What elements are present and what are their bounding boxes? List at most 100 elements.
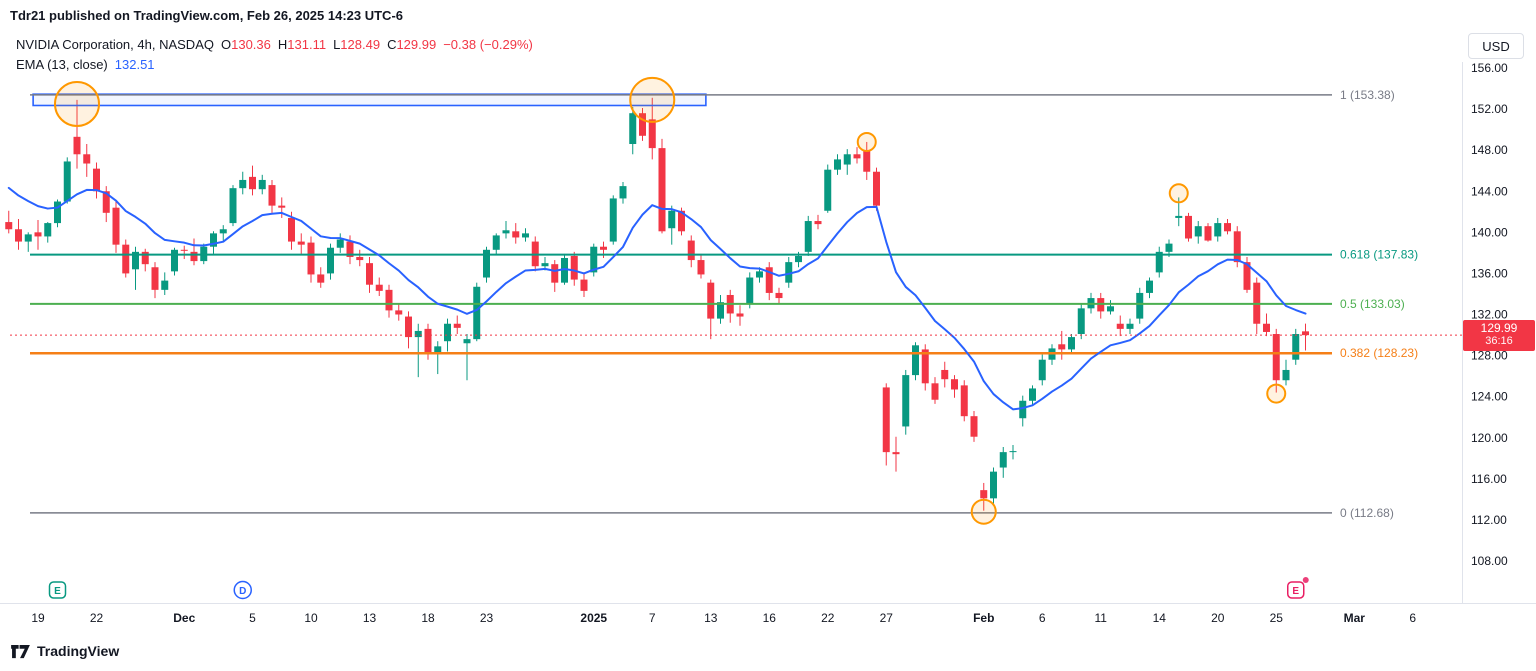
highlight-circle[interactable] — [54, 80, 100, 127]
candle-body — [473, 286, 481, 340]
brand-name[interactable]: TradingView — [37, 643, 120, 659]
candle-body — [1058, 344, 1066, 350]
time-axis-label[interactable]: 7 — [649, 611, 656, 625]
event-badge-label: D — [239, 586, 246, 597]
price-axis-label[interactable]: 108.00 — [1471, 554, 1508, 568]
candle-body — [268, 185, 276, 206]
time-axis-label[interactable]: 22 — [821, 611, 835, 625]
time-axis-label[interactable]: 5 — [249, 611, 256, 625]
event-badge-label: E — [1292, 586, 1299, 597]
dividend-badge[interactable] — [233, 580, 252, 600]
highlight-circle[interactable] — [856, 131, 877, 152]
price-range-drawing[interactable] — [32, 93, 707, 107]
symbol-title[interactable]: NVIDIA Corporation, 4h, NASDAQ — [16, 37, 214, 52]
time-axis-label[interactable]: 20 — [1211, 611, 1225, 625]
highlight-circle[interactable] — [1266, 383, 1287, 404]
candle-body — [141, 251, 149, 265]
low-label: L — [333, 37, 341, 52]
price-axis-label[interactable]: 144.00 — [1471, 184, 1508, 198]
candle-body — [570, 255, 578, 280]
time-axis-label[interactable]: Feb — [973, 611, 994, 625]
time-axis-label[interactable]: 11 — [1095, 611, 1108, 625]
time-axis-label[interactable]: 14 — [1153, 611, 1167, 625]
price-axis-label[interactable]: 128.00 — [1471, 349, 1508, 363]
candle-body — [824, 169, 832, 211]
time-axis-label[interactable]: 23 — [480, 611, 494, 625]
event-badge-label: E — [54, 586, 61, 597]
price-axis-label[interactable]: 136.00 — [1471, 266, 1508, 280]
open-label: O — [220, 37, 232, 52]
candle-body — [717, 302, 724, 319]
time-axis-label[interactable]: 6 — [1409, 611, 1416, 625]
time-axis-label[interactable]: 16 — [763, 611, 777, 625]
candle-body — [795, 255, 802, 263]
candle-body — [73, 136, 81, 155]
highlight-circle[interactable] — [1168, 183, 1189, 204]
candle-body — [492, 235, 500, 250]
time-axis-label[interactable]: 25 — [1270, 611, 1284, 625]
time-axis-label[interactable]: 6 — [1039, 611, 1046, 625]
candle-body — [980, 490, 988, 499]
candle-body — [278, 205, 286, 208]
time-axis-label[interactable]: 13 — [704, 611, 718, 625]
candle-body — [83, 154, 91, 164]
tradingview-logo[interactable] — [10, 644, 31, 659]
earnings-badge[interactable] — [48, 581, 67, 599]
highlight-circle[interactable] — [629, 76, 676, 123]
candle-body — [990, 471, 997, 499]
price-axis-label[interactable]: 140.00 — [1471, 225, 1508, 239]
time-axis-label[interactable]: 2025 — [580, 611, 607, 625]
price-axis-label[interactable]: 120.00 — [1471, 431, 1508, 445]
candle-body — [336, 239, 344, 248]
candle-body — [414, 330, 422, 338]
time-axis-label[interactable]: Dec — [173, 611, 195, 625]
candle-body — [970, 416, 978, 437]
price-axis-label[interactable]: 152.00 — [1471, 102, 1508, 116]
time-axis-label[interactable]: 10 — [304, 611, 318, 625]
candle-body — [1038, 359, 1046, 381]
price-axis-label[interactable]: 124.00 — [1471, 390, 1508, 404]
candle-body — [746, 277, 754, 304]
price-axis-label[interactable]: 156.00 — [1471, 61, 1508, 75]
indicator-name[interactable]: EMA (13, close) — [16, 57, 108, 72]
candle-body — [24, 234, 32, 242]
symbol-legend: NVIDIA Corporation, 4h, NASDAQ O130.36 H13… — [16, 35, 533, 55]
time-axis-label[interactable]: 19 — [31, 611, 45, 625]
price-axis-label[interactable]: 116.00 — [1471, 472, 1507, 486]
candle-body — [34, 232, 42, 237]
candle-body — [1019, 400, 1027, 419]
price-axis-label[interactable]: 148.00 — [1471, 143, 1508, 157]
candle-body — [375, 284, 383, 291]
candle-body — [190, 251, 198, 262]
candle-body — [44, 223, 52, 237]
candle-body — [658, 148, 666, 232]
highlight-circle[interactable] — [970, 498, 997, 525]
fib-level-label: 0 (112.68) — [1340, 506, 1394, 520]
time-axis-label[interactable]: Mar — [1344, 611, 1366, 625]
candle-body — [219, 229, 227, 234]
time-axis-label[interactable]: 13 — [363, 611, 377, 625]
price-axis-label[interactable]: 132.00 — [1471, 308, 1508, 322]
candle-body — [180, 249, 188, 251]
candle-body — [258, 179, 266, 190]
time-axis-label[interactable]: 27 — [880, 611, 894, 625]
candle-body — [366, 263, 373, 285]
time-axis-label[interactable]: 18 — [421, 611, 435, 625]
candle-body — [1263, 323, 1270, 332]
candle-body — [804, 221, 812, 252]
candle-body — [785, 262, 793, 283]
indicator-value: 132.51 — [114, 57, 155, 72]
publish-attribution: Tdr21 published on TradingView.com, Feb … — [10, 8, 404, 23]
change-value: −0.38 (−0.29%) — [443, 37, 533, 52]
candle-body — [941, 369, 949, 380]
candle-body — [668, 210, 676, 229]
currency-button[interactable]: USD — [1468, 33, 1524, 59]
price-axis-label[interactable]: 112.00 — [1471, 513, 1507, 527]
candle-body — [999, 452, 1007, 468]
earnings-badge[interactable] — [1287, 581, 1305, 599]
candle-body — [639, 113, 646, 136]
time-axis-label[interactable]: 22 — [90, 611, 104, 625]
candle-body — [843, 154, 851, 165]
candle-body — [15, 229, 22, 242]
